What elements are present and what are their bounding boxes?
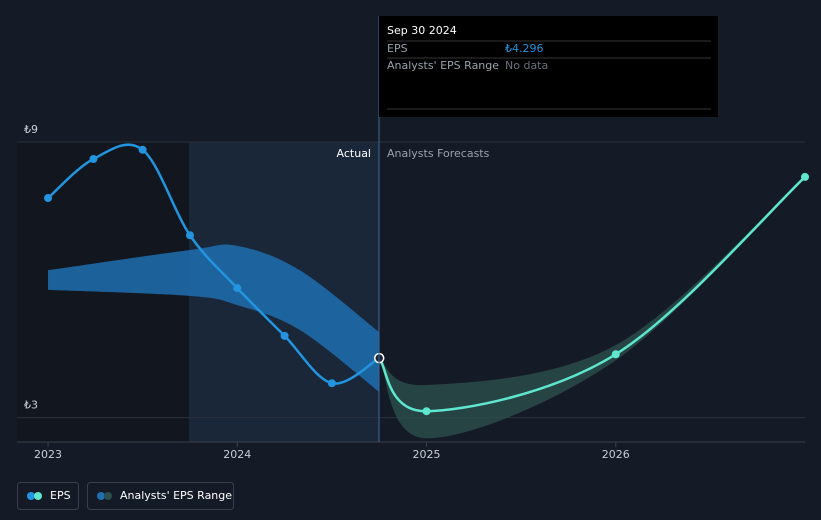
point [327,379,336,388]
line [378,176,806,413]
point [44,194,53,203]
point [422,407,431,416]
line [47,143,380,385]
forecast-label: Analysts Forecasts [387,147,490,160]
legend-swatch [27,492,35,500]
x-tick-label: 2025 [413,448,441,461]
point [280,331,289,340]
tooltip: Sep 30 2024 EPS ₺4.296 Analysts' EPS Ran… [379,16,718,117]
tooltip-date: Sep 30 2024 [387,24,457,37]
legend-item[interactable] [87,482,234,510]
x-tick-label: 2023 [34,448,62,461]
x-tick-label: 2024 [223,448,251,461]
tooltip-label: Analysts' EPS Range [387,59,499,72]
point [801,172,809,181]
point [611,350,620,359]
point [89,154,98,163]
legend: EPS Analysts' EPS Range [17,482,234,510]
legend-swatch [97,492,105,500]
legend-label: Analysts' EPS Range [120,489,232,502]
actual-label: Actual [337,147,371,160]
legend-item[interactable] [17,482,79,510]
x-tick-label: 2026 [602,448,630,461]
y-tick-label: ₺3 [24,399,38,412]
legend-label: EPS [50,489,71,502]
legend-swatch [104,492,112,500]
tooltip-box [379,16,718,117]
legend-swatch [34,492,42,500]
point [185,231,194,240]
point [233,284,242,293]
range-band [48,244,380,392]
y-tick-label: ₺9 [24,123,38,136]
tooltip-value: ₺4.296 [505,42,544,55]
tooltip-label: EPS [387,42,408,55]
point [138,145,147,154]
tooltip-value: No data [505,59,548,72]
